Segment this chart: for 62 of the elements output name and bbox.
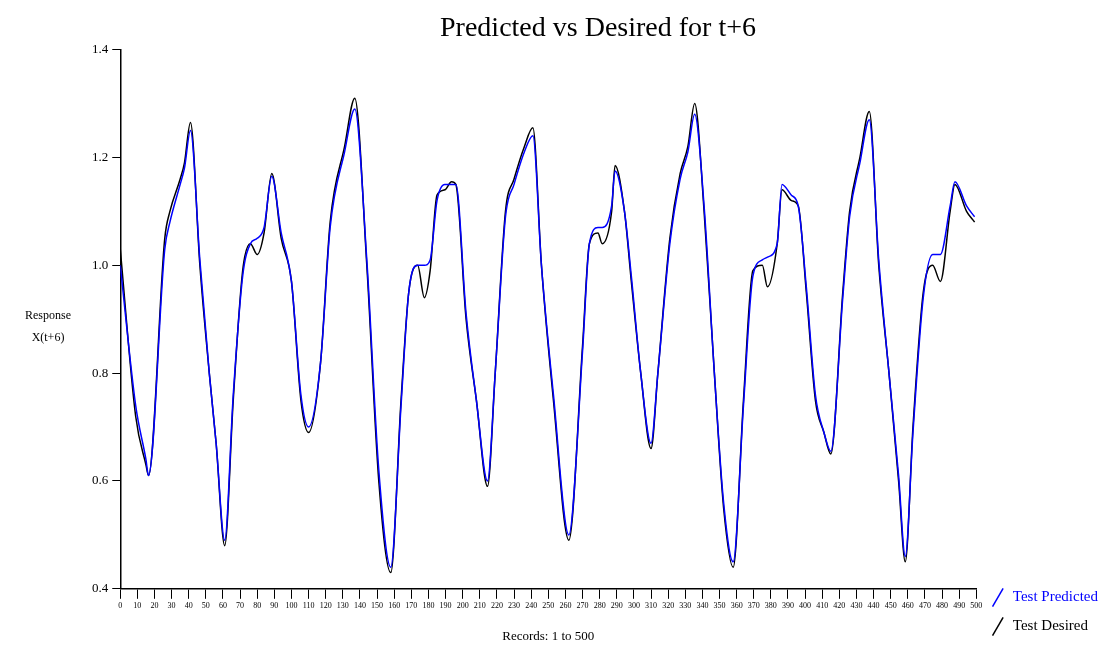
x-tick-label: 270 [576,600,589,610]
x-tick-label: 0 [118,600,123,610]
x-tick-label: 50 [201,600,210,610]
x-tick-label: 220 [490,600,503,610]
x-tick-label: 280 [593,600,606,610]
x-tick-label: 310 [645,600,658,610]
x-tick-label: 40 [184,600,193,610]
x-tick-label: 360 [730,600,743,610]
x-tick-label: 120 [319,600,332,610]
x-tick-label: 210 [473,600,486,610]
x-tick-label: 450 [884,600,897,610]
x-tick-label: 160 [388,600,401,610]
x-tick-label: 480 [936,600,949,610]
x-tick-label: 330 [679,600,692,610]
x-tick-label: 250 [542,600,555,610]
y-tick-label: 1.0 [92,256,109,272]
x-tick-label: 110 [302,600,315,610]
x-tick-label: 20 [150,600,159,610]
x-tick-label: 80 [253,600,262,610]
x-tick-label: 150 [371,600,384,610]
y-tick-label: 0.6 [92,472,109,488]
x-tick-label: 240 [525,600,538,610]
x-tick-label: 320 [662,600,675,610]
x-tick-label: 200 [456,600,469,610]
x-tick-label: 90 [270,600,279,610]
y-tick-label: 0.4 [92,580,109,596]
y-tick-label: 1.2 [92,148,109,164]
x-tick-label: 60 [218,600,227,610]
x-tick-label: 430 [850,600,863,610]
x-tick-label: 340 [696,600,709,610]
x-tick-label: 140 [353,600,366,610]
y-tick-label: 1.4 [92,41,109,57]
x-tick-label: 190 [439,600,452,610]
y-tick-label: 0.8 [92,364,109,380]
x-tick-label: 130 [336,600,349,610]
chart-title: Predicted vs Desired for t+6 [440,11,756,43]
y-axis-title: Response X(t+6) [25,308,71,345]
x-tick-label: 70 [236,600,245,610]
x-tick-label: 470 [918,600,931,610]
x-tick-label: 30 [167,600,176,610]
x-tick-label: 410 [816,600,829,610]
x-tick-label: 370 [747,600,760,610]
x-tick-label: 230 [508,600,521,610]
x-tick-label: 440 [867,600,880,610]
x-axis-title: Records: 1 to 500 [502,627,595,643]
legend-label: Test Desired [1012,617,1089,634]
x-tick-label: 380 [764,600,777,610]
x-tick-label: 490 [953,600,966,610]
x-tick-label: 460 [901,600,914,610]
x-tick-label: 260 [559,600,572,610]
x-tick-label: 170 [405,600,418,610]
x-tick-label: 500 [970,600,983,610]
x-tick-label: 420 [833,600,846,610]
x-tick-label: 100 [285,600,298,610]
x-tick-label: 10 [133,600,142,610]
x-tick-label: 300 [627,600,640,610]
x-tick-label: 350 [713,600,726,610]
legend-label: Test Predicted [1012,588,1099,605]
x-tick-label: 180 [422,600,435,610]
x-tick-label: 400 [799,600,812,610]
x-tick-label: 290 [610,600,623,610]
x-tick-label: 390 [781,600,794,610]
